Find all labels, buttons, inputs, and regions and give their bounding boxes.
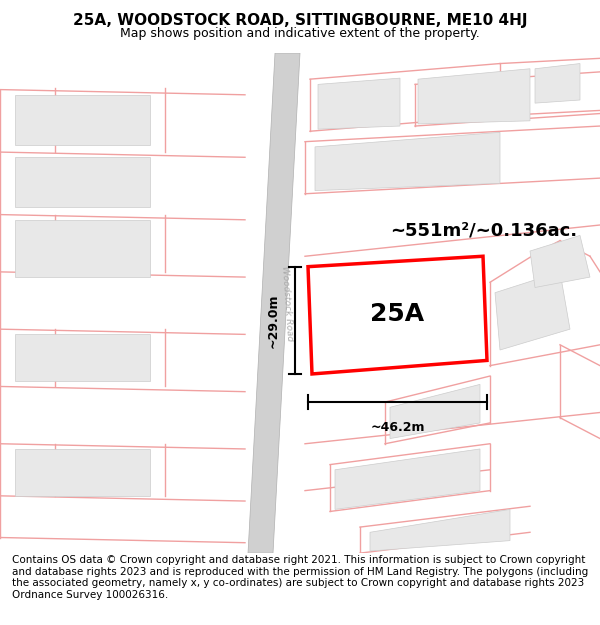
Text: Woodstock Road: Woodstock Road	[280, 265, 294, 341]
Text: Contains OS data © Crown copyright and database right 2021. This information is : Contains OS data © Crown copyright and d…	[12, 555, 588, 600]
Polygon shape	[370, 509, 510, 551]
Polygon shape	[15, 220, 150, 277]
Polygon shape	[308, 256, 487, 374]
Polygon shape	[15, 449, 150, 496]
Polygon shape	[530, 236, 590, 288]
Text: Map shows position and indicative extent of the property.: Map shows position and indicative extent…	[120, 27, 480, 40]
Text: ~29.0m: ~29.0m	[267, 293, 280, 348]
Text: 25A: 25A	[370, 302, 425, 326]
Polygon shape	[495, 272, 570, 350]
Polygon shape	[335, 449, 480, 509]
Text: ~551m²/~0.136ac.: ~551m²/~0.136ac.	[390, 221, 577, 239]
Polygon shape	[315, 132, 500, 191]
Polygon shape	[418, 69, 530, 124]
Polygon shape	[248, 53, 300, 553]
Polygon shape	[15, 334, 150, 381]
Polygon shape	[390, 384, 480, 439]
Polygon shape	[15, 95, 150, 145]
Text: 25A, WOODSTOCK ROAD, SITTINGBOURNE, ME10 4HJ: 25A, WOODSTOCK ROAD, SITTINGBOURNE, ME10…	[73, 13, 527, 28]
Polygon shape	[535, 64, 580, 103]
Text: ~46.2m: ~46.2m	[370, 421, 425, 434]
Polygon shape	[15, 158, 150, 208]
Polygon shape	[318, 78, 400, 129]
